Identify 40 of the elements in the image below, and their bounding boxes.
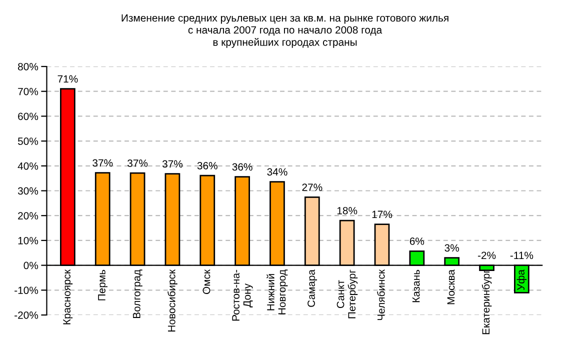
x-tick-label: Новосибирск xyxy=(168,269,178,332)
data-label: 6% xyxy=(410,238,424,245)
data-label: 71% xyxy=(58,75,78,83)
y-tick-label: 30% xyxy=(18,187,38,195)
x-tick-label: Нижний Новгород xyxy=(266,270,288,314)
x-tick-label: Красноярск xyxy=(63,269,73,324)
data-label: -11% xyxy=(510,252,534,260)
data-label: 36% xyxy=(197,162,218,170)
x-tick-label: Санкт Петербург xyxy=(336,270,358,318)
x-tick-label: Самара xyxy=(308,269,318,307)
data-label: 36% xyxy=(232,163,252,171)
y-tick-label: 60% xyxy=(18,112,38,120)
data-label: 18% xyxy=(337,206,358,214)
y-tick-label: 70% xyxy=(18,88,38,96)
data-label: 34% xyxy=(267,168,288,176)
x-tick-label: Уфа xyxy=(516,269,527,290)
y-tick-label: 10% xyxy=(18,236,38,244)
x-tick-label: Омск xyxy=(202,269,210,294)
data-label: 37% xyxy=(128,160,148,167)
x-tick-label: Ростов-на- Дону xyxy=(232,270,253,321)
y-tick-label: -10% xyxy=(14,286,38,294)
y-tick-label: 50% xyxy=(18,138,38,145)
y-tick-label: 0% xyxy=(24,262,38,270)
data-label: 27% xyxy=(302,184,322,191)
data-label: 37% xyxy=(92,159,113,167)
chart-title: Изменение средних руьлевых цен за кв.м. на рынке готового жилья с начала 2007 года по начало 2008 года в крупнейших городах страны xyxy=(122,14,448,48)
x-tick-label: Москва xyxy=(447,269,455,304)
data-label: 17% xyxy=(372,210,392,218)
x-tick-label: Волгоград xyxy=(133,270,142,318)
data-label: 3% xyxy=(444,244,459,252)
y-tick-label: -20% xyxy=(14,312,38,319)
x-tick-label: Екатеринбург xyxy=(482,270,492,334)
data-label: 37% xyxy=(162,160,183,168)
x-tick-label: Челябинск xyxy=(377,269,385,320)
y-tick-label: 80% xyxy=(18,63,38,70)
x-tick-label: Пермь xyxy=(98,270,108,300)
data-label: -2% xyxy=(478,252,496,260)
y-tick-label: 40% xyxy=(18,162,38,170)
x-tick-label: Казань xyxy=(412,270,420,302)
y-tick-label: 20% xyxy=(18,212,38,220)
